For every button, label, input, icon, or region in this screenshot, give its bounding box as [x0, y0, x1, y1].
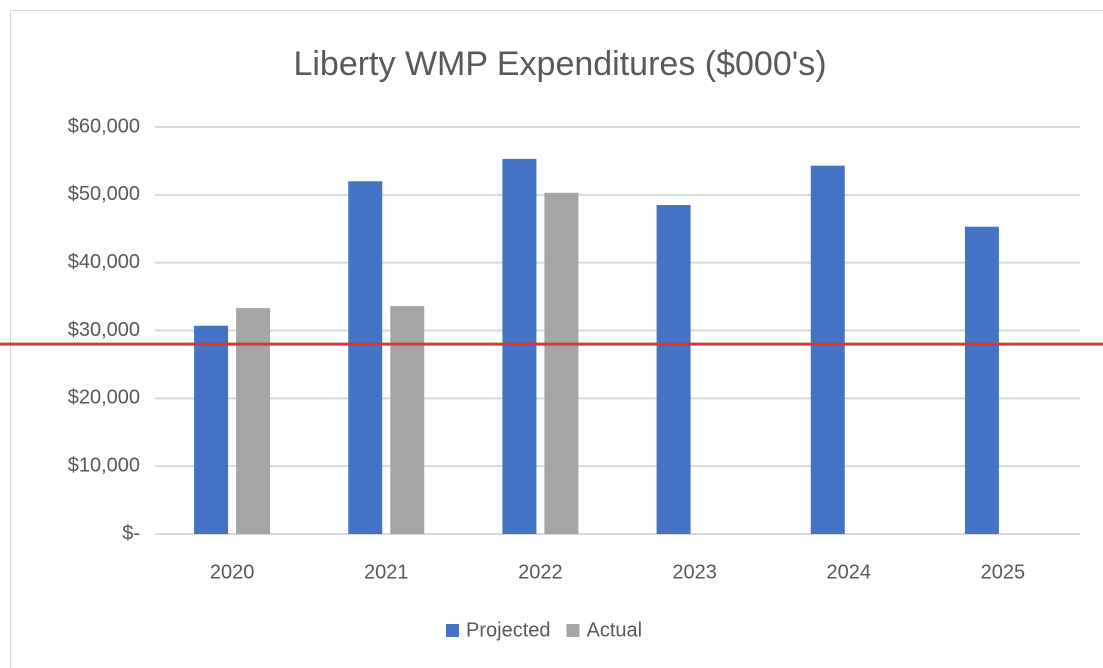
y-tick-label: $50,000 [68, 183, 140, 205]
x-tick-label: 2021 [364, 561, 409, 583]
bar [236, 308, 271, 534]
bar [348, 181, 383, 534]
x-tick-label: 2023 [672, 561, 717, 583]
bar [194, 325, 229, 534]
y-tick-label: $20,000 [68, 387, 140, 409]
bar [502, 158, 537, 535]
chart-title: Liberty WMP Expenditures ($000's) [293, 45, 826, 83]
legend-swatch [566, 624, 580, 637]
bar [810, 165, 845, 535]
legend-label: Actual [587, 619, 643, 641]
y-tick-label: $- [122, 522, 140, 544]
x-tick-label: 2020 [210, 561, 255, 583]
legend-swatch [446, 624, 459, 637]
bar [656, 205, 691, 534]
bar [964, 226, 999, 534]
y-tick-label: $10,000 [68, 454, 140, 476]
x-tick-label: 2024 [827, 561, 872, 583]
legend-label: Projected [466, 619, 551, 641]
x-tick-label: 2022 [518, 561, 563, 583]
bar [544, 192, 579, 534]
x-tick-label: 2025 [981, 561, 1026, 583]
y-tick-label: $60,000 [68, 115, 140, 137]
y-tick-label: $40,000 [68, 251, 140, 273]
y-tick-label: $30,000 [68, 319, 140, 341]
bar [390, 306, 425, 534]
